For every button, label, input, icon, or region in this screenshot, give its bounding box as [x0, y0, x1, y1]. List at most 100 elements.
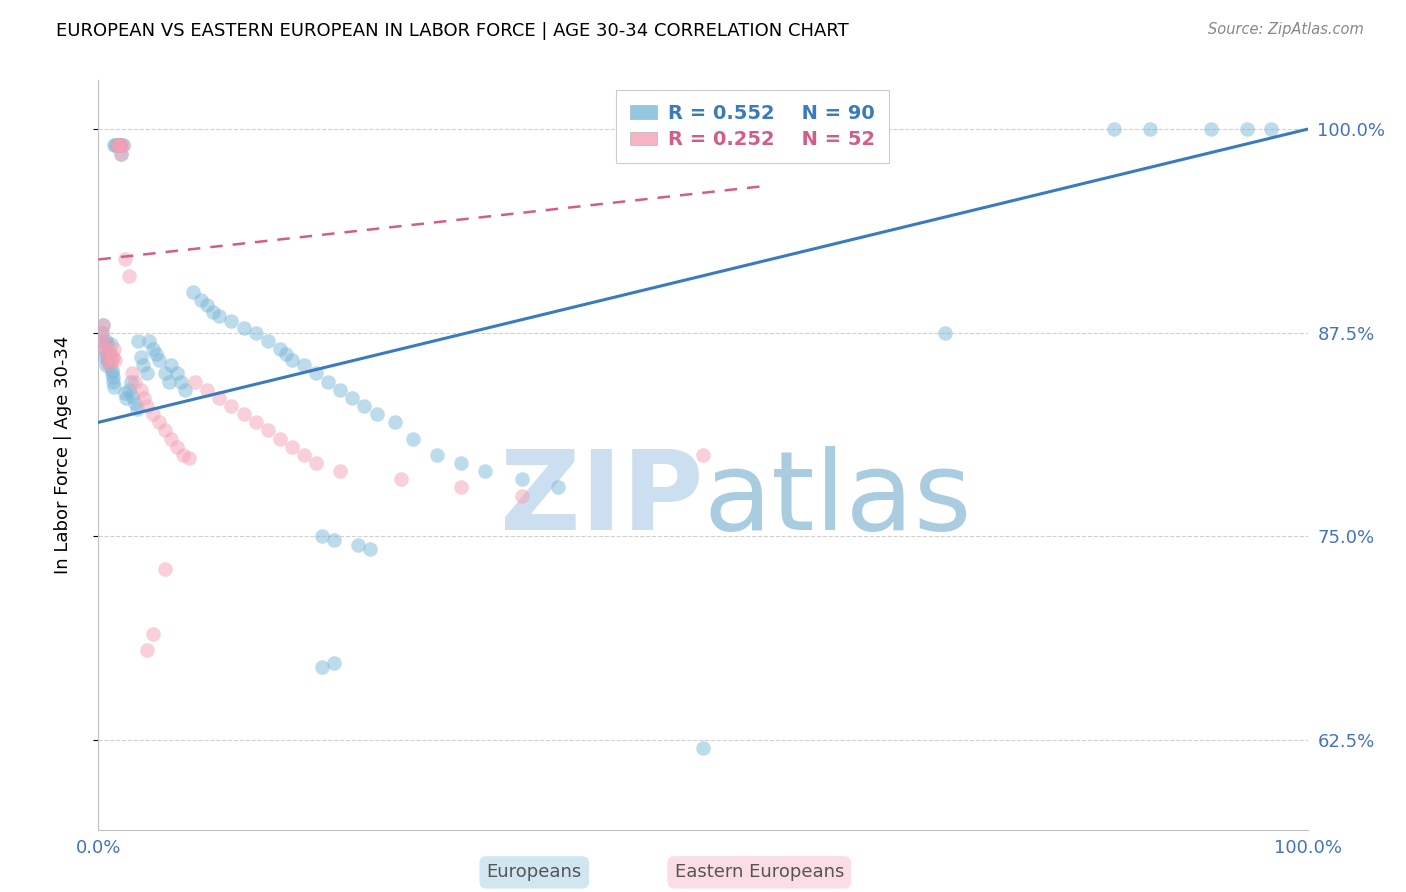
Point [195, 298, 218, 312]
Point [103, 379, 125, 393]
Point [111, 138, 134, 153]
Point [342, 391, 364, 405]
Point [353, 399, 375, 413]
Point [153, 367, 176, 381]
Point [93, 342, 115, 356]
Point [190, 293, 212, 308]
Point [179, 451, 201, 466]
Point [94, 337, 117, 351]
Point [148, 353, 170, 368]
Point [245, 326, 267, 340]
Point [329, 464, 352, 478]
Point [105, 138, 128, 153]
Point [305, 367, 328, 381]
Point [426, 448, 449, 462]
Point [166, 367, 188, 381]
Point [90, 334, 112, 348]
Point [292, 448, 315, 462]
Point [256, 334, 278, 348]
Point [100, 353, 122, 368]
Point [1236, 122, 1258, 136]
Point [153, 562, 176, 576]
Point [101, 350, 124, 364]
Point [105, 138, 128, 153]
Point [311, 659, 333, 673]
Point [135, 643, 157, 657]
Point [323, 533, 346, 547]
Text: Europeans: Europeans [486, 863, 582, 881]
Point [91, 318, 114, 332]
Point [93, 350, 115, 364]
Point [347, 537, 370, 551]
Point [100, 363, 122, 377]
Point [124, 375, 146, 389]
Point [172, 448, 194, 462]
Point [208, 391, 231, 405]
Point [105, 138, 128, 153]
Point [157, 375, 180, 389]
Point [692, 741, 714, 756]
Point [104, 353, 127, 368]
Point [474, 464, 496, 478]
Point [142, 342, 165, 356]
Point [221, 314, 243, 328]
Point [148, 415, 170, 429]
Point [281, 440, 304, 454]
Point [153, 424, 176, 438]
Point [138, 334, 160, 348]
Point [166, 440, 188, 454]
Point [221, 399, 243, 413]
Point [91, 326, 114, 340]
Point [108, 138, 131, 153]
Point [103, 138, 125, 153]
Point [274, 347, 297, 361]
Text: ZIP: ZIP [499, 446, 703, 553]
Point [934, 326, 956, 340]
Point [98, 357, 121, 371]
Point [389, 472, 412, 486]
Point [384, 415, 406, 429]
Point [184, 375, 207, 389]
Point [208, 310, 231, 324]
Point [305, 456, 328, 470]
Point [124, 396, 146, 410]
Point [97, 353, 120, 368]
Point [316, 375, 339, 389]
Point [100, 367, 122, 381]
Point [91, 326, 114, 340]
Point [256, 424, 278, 438]
Point [96, 347, 118, 361]
Point [110, 146, 132, 161]
Text: Source: ZipAtlas.com: Source: ZipAtlas.com [1208, 22, 1364, 37]
Point [100, 347, 122, 361]
Point [160, 359, 183, 373]
Point [104, 138, 127, 153]
Text: EUROPEAN VS EASTERN EUROPEAN IN LABOR FORCE | AGE 30-34 CORRELATION CHART: EUROPEAN VS EASTERN EUROPEAN IN LABOR FO… [56, 22, 849, 40]
Point [281, 353, 304, 368]
Point [96, 350, 118, 364]
Point [132, 359, 155, 373]
Point [98, 357, 121, 371]
Point [115, 391, 138, 405]
Point [108, 138, 131, 153]
Point [195, 383, 218, 397]
Point [120, 375, 142, 389]
Point [174, 383, 197, 397]
Legend: R = 0.552    N = 90, R = 0.252    N = 52: R = 0.552 N = 90, R = 0.252 N = 52 [616, 90, 889, 163]
Point [145, 347, 167, 361]
Point [366, 407, 388, 421]
Point [232, 407, 254, 421]
Point [134, 391, 156, 405]
Point [110, 146, 132, 161]
Point [107, 138, 129, 153]
Point [91, 318, 114, 332]
Point [129, 383, 152, 397]
Point [142, 627, 165, 641]
Point [510, 472, 533, 486]
Point [90, 334, 112, 348]
Point [111, 138, 134, 153]
Text: atlas: atlas [703, 446, 972, 553]
Point [121, 367, 143, 381]
Point [402, 432, 425, 446]
Point [169, 375, 191, 389]
